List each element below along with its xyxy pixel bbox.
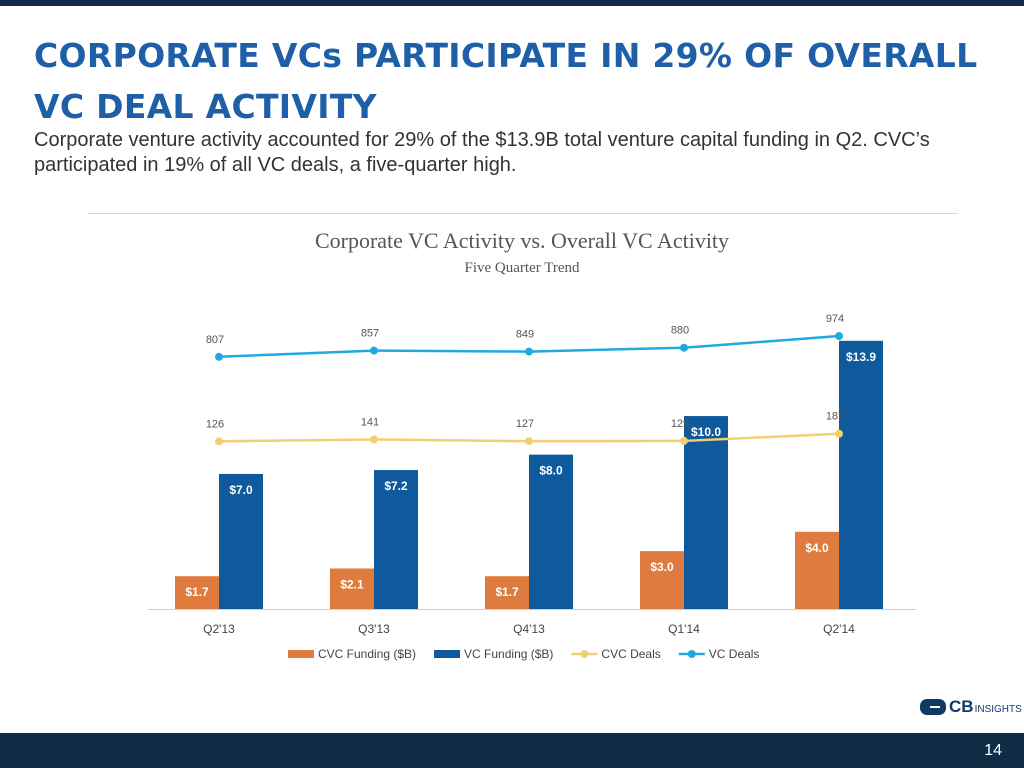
logo-insights-text: INSIGHTS: [974, 703, 1022, 715]
vc-funding-b-bar-label: $7.2: [384, 479, 408, 493]
slide-title: CORPORATE VCs PARTICIPATE IN 29% OF OVER…: [34, 36, 978, 126]
cvc-funding-b-bar: [175, 576, 219, 609]
vc-funding-b-bar-label: $7.0: [229, 483, 253, 497]
vc-funding-b-bar: [374, 470, 418, 609]
vc-deals-label: 974: [826, 313, 844, 325]
cvc-deals-label: 187: [826, 411, 844, 423]
cvc-deals-point: [525, 437, 533, 446]
chart-title: Corporate VC Activity vs. Overall VC Act…: [315, 228, 729, 253]
cvc-funding-b-bar-label: $3.0: [650, 560, 674, 574]
cvc-funding-b-bar-label: $4.0: [805, 541, 829, 555]
legend-item-vc-deals: VC Deals: [678, 647, 760, 661]
x-tick-label: Q1'14: [668, 622, 700, 636]
vc-deals-label: 857: [361, 328, 379, 340]
vc-funding-b-bar-label: $13.9: [846, 350, 876, 364]
vc-funding-b-bar-label: $8.0: [539, 464, 563, 478]
cvc-deals-label: 141: [361, 416, 379, 428]
chart-legend: CVC Funding ($B) VC Funding ($B) CVC Deals…: [288, 647, 759, 661]
cvc-deals-point: [680, 436, 688, 445]
chart: Corporate VC Activity vs. Overall VC Act…: [148, 228, 916, 661]
vc-deals-point: [525, 347, 533, 356]
legend-item-cvc-deals: CVC Deals: [571, 647, 661, 661]
cvc-deals-point: [835, 429, 843, 438]
cvc-deals-point: [370, 435, 378, 444]
vc-funding-b-bar: [684, 416, 728, 609]
vc-funding-b-bar: [219, 473, 263, 609]
cvc-funding-b-bar-label: $1.7: [495, 585, 519, 599]
top-bar: [0, 0, 1024, 6]
x-tick-label: Q4'13: [513, 622, 545, 636]
legend-swatch: [434, 650, 461, 658]
vc-funding-b-bar: [529, 454, 573, 609]
cb-insights-logo: CB INSIGHTS: [920, 697, 1022, 717]
legend-label: VC Deals: [709, 647, 760, 661]
vc-deals-point: [835, 332, 843, 341]
cvc-funding-b-bar: [485, 576, 529, 609]
logo-cb-text: CB: [949, 697, 974, 716]
legend-label: CVC Funding ($B): [318, 647, 416, 661]
legend-label: VC Funding ($B): [464, 647, 553, 661]
vc-funding-b-bar-label: $10.0: [691, 425, 721, 439]
footer-bar: 14: [0, 733, 1024, 768]
page-number: 14: [984, 742, 1002, 759]
cvc-deals-label: 129: [671, 418, 689, 430]
vc-deals-point: [215, 352, 223, 361]
slide-subtitle: Corporate venture activity accounted for…: [34, 129, 930, 176]
legend-swatch: [288, 650, 314, 658]
legend-item-cvc-funding-b: CVC Funding ($B): [288, 647, 416, 661]
cvc-deals-point: [215, 437, 223, 446]
vc-deals-point: [370, 346, 378, 355]
vc-deals-label: 880: [671, 325, 689, 337]
vc-deals-label: 849: [516, 329, 534, 341]
cvc-funding-b-bar-label: $1.7: [185, 585, 209, 599]
legend-marker: [580, 650, 589, 658]
x-tick-label: Q2'13: [203, 622, 235, 636]
divider: [88, 213, 958, 214]
plot-area: $1.7 $2.1 $1.7 $3.0 $4.0 $7.0 $7.2 $8.0 $10.0 $13…: [148, 313, 916, 636]
cvc-funding-b-bar-label: $2.1: [340, 577, 364, 591]
legend-item-vc-funding-b: VC Funding ($B): [434, 647, 553, 661]
cvc-funding-b-bar: [795, 531, 839, 609]
vc-funding-b-bar: [839, 340, 883, 609]
vc-deals-label: 807: [206, 334, 224, 346]
cvc-deals-label: 127: [516, 418, 534, 430]
chart-subtitle: Five Quarter Trend: [465, 260, 580, 276]
legend-marker: [687, 650, 696, 658]
cb-insights-logo-icon: [920, 699, 946, 715]
legend-label: CVC Deals: [601, 647, 660, 661]
vc-deals-point: [680, 343, 688, 352]
cvc-funding-b-bar: [330, 568, 374, 609]
x-tick-label: Q2'14: [823, 622, 855, 636]
x-tick-label: Q3'13: [358, 622, 390, 636]
cvc-funding-b-bar: [640, 551, 684, 609]
cvc-deals-label: 126: [206, 418, 224, 430]
